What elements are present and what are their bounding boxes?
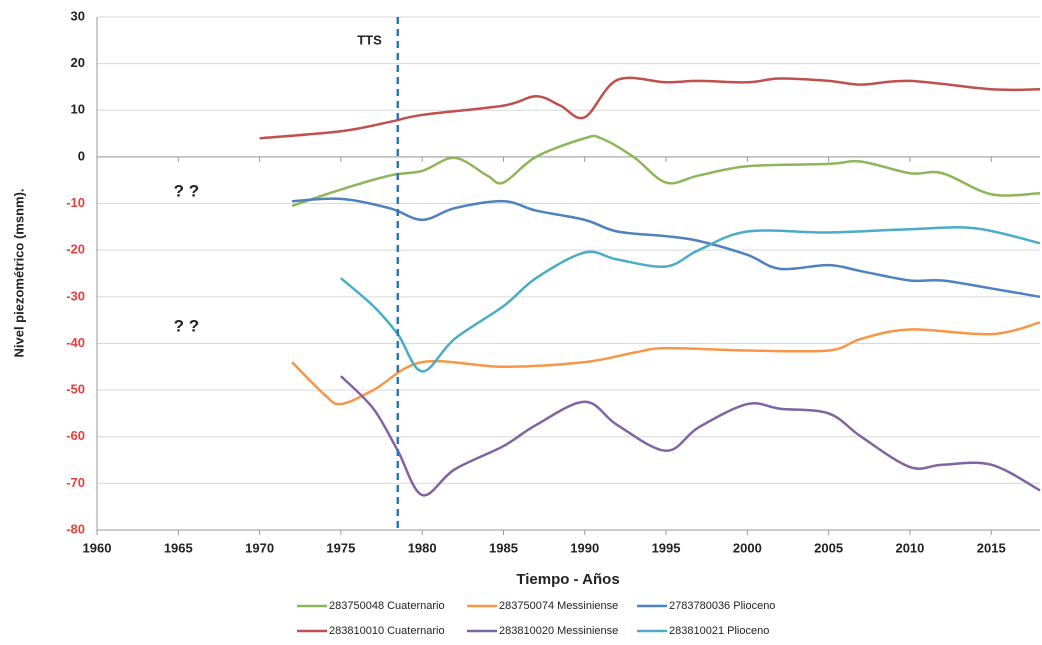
y-tick-label: -30 <box>66 288 85 303</box>
legend-label: 283810021 Plioceno <box>669 625 769 637</box>
y-tick-label: -70 <box>66 475 85 490</box>
x-tick-label: 1990 <box>570 540 599 555</box>
x-tick-label: 1985 <box>489 540 518 555</box>
x-tick-label: 1960 <box>83 540 112 555</box>
annotation: ? ? <box>174 181 200 200</box>
y-tick-label: 20 <box>71 55 85 70</box>
y-tick-label: 10 <box>71 102 85 117</box>
x-tick-label: 1970 <box>245 540 274 555</box>
x-tick-label: 2010 <box>895 540 924 555</box>
x-tick-label: 2005 <box>814 540 843 555</box>
y-axis-label: Nivel piezométrico (msnm). <box>11 188 26 357</box>
x-tick-label: 1975 <box>326 540 355 555</box>
series-line <box>291 134 1041 208</box>
y-tick-label: -10 <box>66 195 85 210</box>
legend-label: 283810020 Messiniense <box>499 625 618 637</box>
y-tick-label: -20 <box>66 242 85 257</box>
legend-label: 283750048 Cuaternario <box>329 600 445 612</box>
tts-label: TTS <box>357 32 382 47</box>
legend-label: 2783780036 Plioceno <box>669 600 775 612</box>
legend-label: 283750074 Messiniense <box>499 600 618 612</box>
y-tick-label: -50 <box>66 382 85 397</box>
series-line <box>291 321 1041 406</box>
y-tick-label: -60 <box>66 428 85 443</box>
x-axis-label: Tiempo - Años <box>516 571 619 588</box>
x-tick-label: 1965 <box>164 540 193 555</box>
annotation: ? ? <box>174 317 200 336</box>
series-line <box>292 197 1041 299</box>
x-tick-label: 2015 <box>977 540 1006 555</box>
y-tick-label: 0 <box>78 148 85 163</box>
x-tick-label: 1995 <box>652 540 681 555</box>
y-tick-label: 30 <box>71 8 85 23</box>
y-tick-label: -80 <box>66 521 85 536</box>
series-line <box>339 375 1041 497</box>
series-line <box>259 76 1041 140</box>
x-tick-label: 1980 <box>408 540 437 555</box>
x-tick-label: 2000 <box>733 540 762 555</box>
legend-label: 283810010 Cuaternario <box>329 625 445 637</box>
series-line <box>340 226 1041 373</box>
y-tick-label: -40 <box>66 335 85 350</box>
